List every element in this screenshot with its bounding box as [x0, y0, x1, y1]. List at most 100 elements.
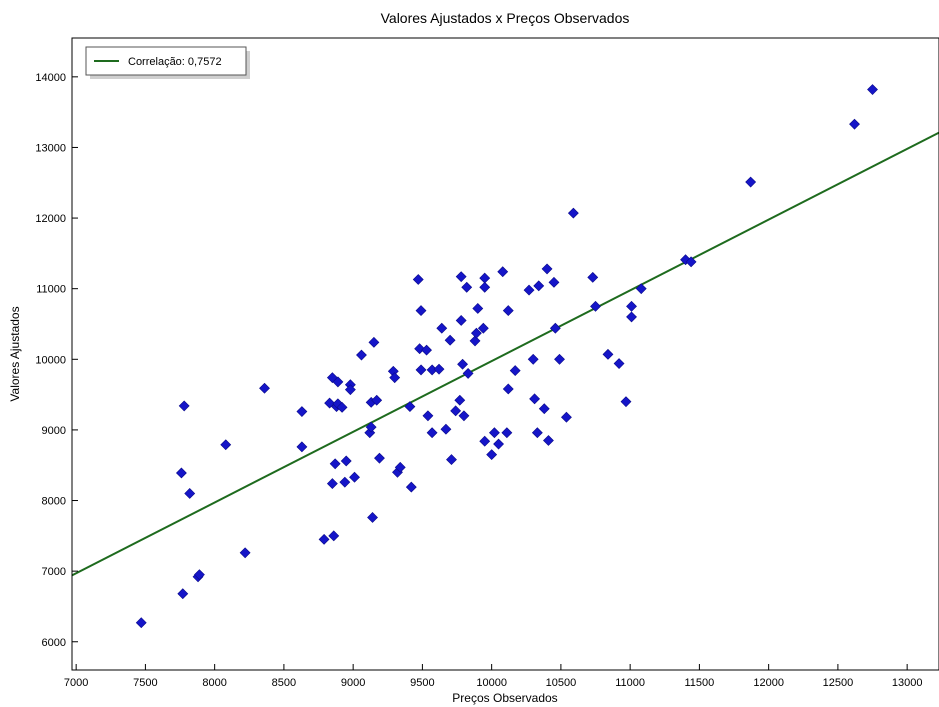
legend: Correlação: 0,7572	[85, 46, 250, 79]
y-tick-label: 7000	[42, 566, 66, 578]
data-point	[349, 471, 360, 483]
data-point	[472, 303, 484, 314]
data-point	[501, 427, 513, 439]
data-point	[635, 283, 647, 295]
data-point	[509, 365, 521, 377]
data-point	[405, 481, 417, 493]
data-point	[318, 533, 330, 545]
plot-frame	[71, 37, 939, 671]
data-point	[336, 401, 348, 413]
y-axis-title: Valores Ajustados	[8, 306, 22, 401]
data-point	[421, 344, 432, 356]
data-point	[444, 334, 456, 346]
data-point	[554, 353, 565, 365]
data-point	[538, 403, 550, 415]
data-point	[626, 311, 637, 323]
data-point	[326, 478, 338, 490]
data-point	[404, 401, 416, 413]
data-point	[368, 336, 380, 348]
x-tick-label: 7000	[64, 677, 88, 689]
x-tick-label: 12000	[753, 677, 784, 689]
y-tick-label: 11000	[36, 284, 66, 296]
data-point	[502, 305, 514, 316]
data-point	[745, 176, 757, 188]
data-point	[340, 455, 352, 467]
chart-title: Valores Ajustados x Preços Observados	[381, 10, 630, 26]
data-point	[344, 384, 356, 396]
data-point	[374, 452, 385, 464]
data-point	[470, 327, 482, 339]
x-tick-label: 7500	[133, 677, 157, 689]
x-axis-title: Preços Observados	[452, 691, 557, 705]
data-point	[356, 349, 367, 361]
data-point	[455, 315, 467, 326]
x-tick-label: 8500	[272, 677, 296, 689]
data-point	[488, 427, 500, 439]
data-point	[365, 421, 377, 433]
x-tick-label: 9500	[410, 677, 434, 689]
data-point	[587, 271, 599, 283]
data-point	[486, 449, 498, 461]
x-tick-label: 9000	[341, 677, 365, 689]
data-point	[371, 394, 383, 406]
data-point	[620, 396, 632, 408]
x-tick-label: 12500	[823, 677, 854, 689]
data-point	[531, 427, 543, 439]
x-axis: 7000 7500 8000 8500 9000 9500 10000 10500 11000 1…	[64, 664, 923, 689]
data-point	[433, 363, 445, 375]
y-tick-label: 14000	[35, 72, 66, 84]
data-point	[462, 367, 474, 379]
data-point	[415, 364, 427, 376]
regression-line	[72, 131, 939, 577]
data-point	[178, 400, 190, 412]
data-point	[543, 435, 554, 446]
data-point	[422, 410, 434, 422]
data-point	[479, 281, 491, 293]
y-tick-label: 9000	[42, 425, 66, 437]
data-point	[533, 280, 545, 292]
data-point	[602, 348, 614, 360]
y-tick-label: 12000	[35, 213, 66, 225]
legend-label: Correlação: 0,7572	[128, 56, 222, 68]
x-tick-label: 13000	[892, 677, 923, 689]
data-point	[548, 276, 560, 288]
data-point	[328, 530, 340, 542]
data-point	[590, 300, 601, 312]
data-point	[493, 438, 504, 450]
data-point	[502, 383, 514, 395]
y-tick-label: 6000	[42, 637, 66, 649]
data-point	[135, 617, 147, 629]
data-point	[184, 488, 196, 499]
x-tick-label: 10000	[476, 677, 507, 689]
data-point	[412, 274, 424, 285]
data-point	[415, 305, 427, 316]
data-point	[259, 382, 270, 394]
data-points-layer	[135, 84, 878, 629]
data-point	[220, 439, 232, 451]
x-tick-label: 11000	[615, 677, 645, 689]
data-point	[296, 441, 308, 453]
data-point	[613, 358, 625, 369]
data-point	[455, 271, 467, 283]
data-point	[389, 372, 401, 384]
data-point	[367, 512, 378, 523]
data-point	[523, 284, 535, 296]
x-tick-label: 11500	[685, 677, 715, 689]
data-point	[567, 207, 579, 219]
data-point	[324, 397, 336, 409]
data-point	[541, 263, 553, 275]
data-point	[426, 427, 438, 439]
data-point	[527, 353, 539, 365]
data-point	[193, 569, 205, 581]
data-point	[414, 343, 426, 355]
data-point	[549, 322, 561, 334]
data-point	[446, 454, 457, 465]
x-tick-label: 10500	[546, 677, 577, 689]
data-point	[394, 461, 406, 473]
data-point	[175, 467, 187, 479]
data-point	[477, 322, 489, 334]
data-point	[867, 84, 878, 95]
y-axis: 6000 7000 8000 9000 10000 11000 12000 13000 1400…	[35, 72, 78, 649]
